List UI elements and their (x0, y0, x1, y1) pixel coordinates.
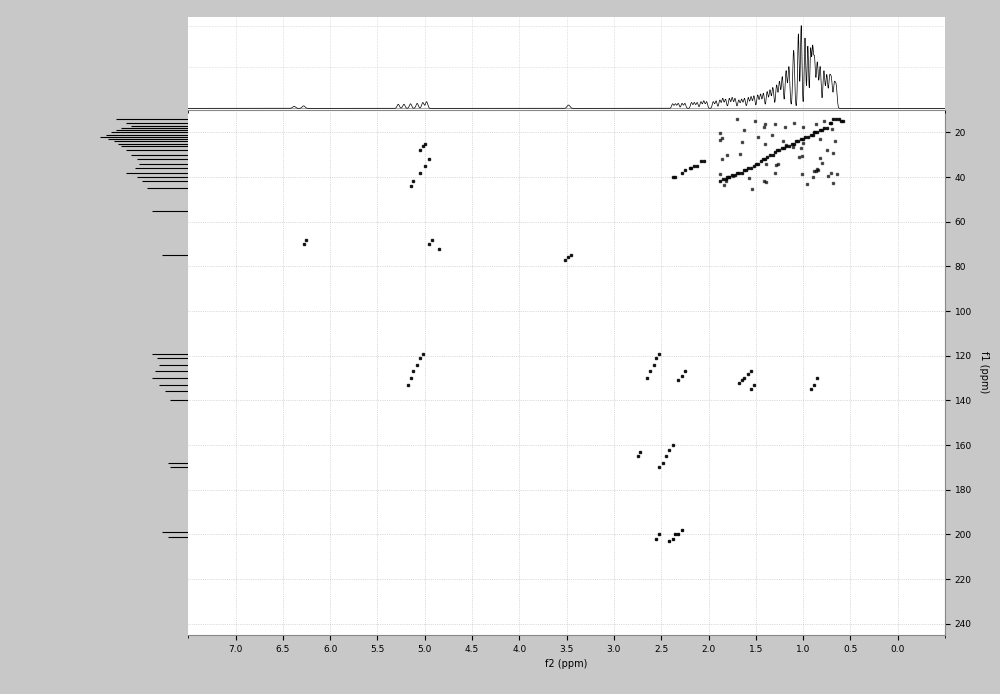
Point (757, 139, 773, 150)
Y-axis label: f1 (ppm): f1 (ppm) (979, 351, 989, 393)
Point (825, 177, 841, 188)
Point (825, 147, 841, 158)
Point (807, 127, 823, 138)
Point (820, 171, 836, 182)
Point (732, 149, 748, 160)
Point (758, 159, 774, 170)
Point (778, 139, 794, 150)
Point (824, 124, 840, 135)
Point (795, 121, 811, 133)
Point (775, 135, 791, 146)
Point (714, 153, 730, 164)
Point (785, 141, 801, 152)
Point (716, 180, 732, 191)
Point (816, 116, 832, 127)
Point (725, 171, 741, 182)
Point (810, 164, 826, 176)
Point (758, 177, 774, 188)
Point (770, 159, 786, 170)
Point (793, 143, 809, 154)
Point (712, 128, 728, 139)
Point (756, 175, 772, 186)
Point (829, 169, 845, 180)
Point (827, 136, 843, 147)
Point (777, 121, 793, 132)
Point (744, 184, 760, 195)
Point (712, 169, 728, 180)
Point (823, 168, 839, 179)
Point (714, 133, 730, 144)
Point (814, 158, 830, 169)
Point (719, 150, 735, 161)
Point (795, 137, 811, 148)
Point (757, 119, 773, 130)
Point (750, 131, 766, 142)
Point (808, 165, 824, 176)
Point (806, 166, 822, 177)
Point (741, 173, 757, 184)
Point (712, 134, 728, 145)
Point (812, 152, 828, 163)
Point (729, 114, 745, 125)
X-axis label: f2 (ppm): f2 (ppm) (545, 659, 588, 669)
Point (767, 167, 783, 178)
Point (718, 176, 734, 187)
Point (786, 118, 802, 129)
Point (721, 171, 737, 183)
Point (794, 151, 810, 162)
Point (767, 119, 783, 130)
Point (794, 169, 810, 180)
Point (768, 159, 784, 170)
Point (747, 115, 763, 126)
Point (819, 144, 835, 155)
Point (764, 130, 780, 141)
Point (791, 152, 807, 163)
Point (812, 133, 828, 144)
Point (799, 178, 815, 189)
Point (736, 125, 752, 136)
Point (808, 119, 824, 130)
Point (734, 137, 750, 148)
Point (756, 122, 772, 133)
Point (805, 171, 821, 183)
Point (809, 164, 825, 175)
